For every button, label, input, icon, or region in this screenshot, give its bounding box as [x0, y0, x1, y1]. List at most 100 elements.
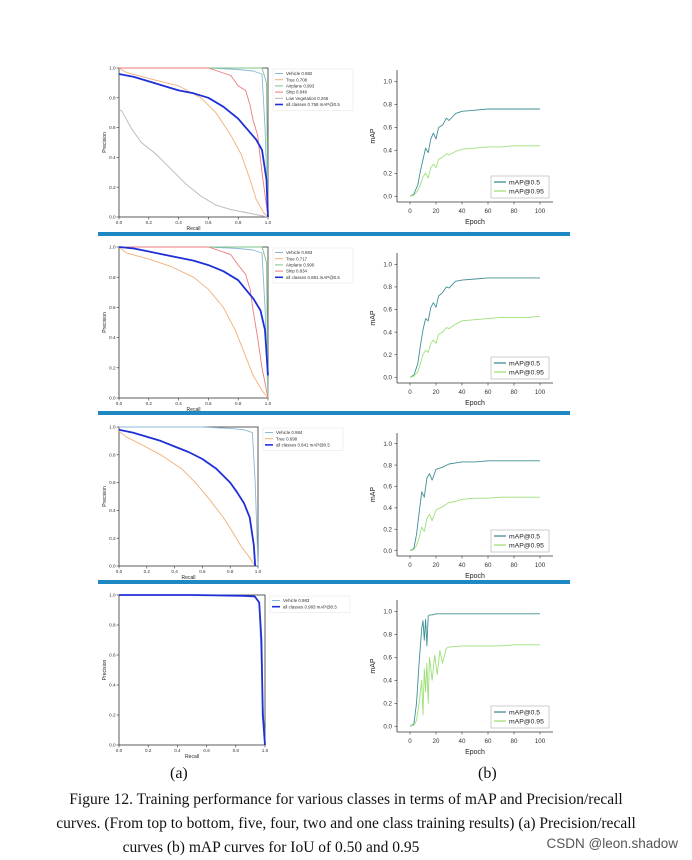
x-tick-label: 80 [511, 208, 518, 215]
x-tick-label: 0.8 [227, 569, 234, 574]
y-tick-label: 0.8 [109, 95, 116, 100]
caption-line-3: curves (b) mAP curves for IoU of 0.50 an… [122, 839, 420, 856]
y-tick-label: 1.0 [109, 425, 116, 430]
chart-map-one-class: 0 20 40 60 80 100 0.0 0.2 0.4 0.6 0.8 1.0 Epoch mAP mA… [370, 600, 553, 756]
x-tick-label: 0.0 [116, 220, 123, 225]
x-tick-label: 60 [485, 562, 492, 569]
x-tick-label: 20 [433, 562, 440, 569]
legend-label: all classes 0.983 mAP@0.5 [283, 604, 337, 609]
x-tick-label: 0.0 [116, 748, 123, 753]
y-tick-label: 0.4 [109, 155, 116, 160]
x-tick-label: 0 [408, 562, 412, 569]
y-tick-label: 0.0 [383, 193, 392, 200]
series-line-2 [118, 246, 269, 399]
y-tick-label: 0.2 [109, 365, 116, 370]
y-tick-label: 0.6 [383, 307, 392, 314]
y-tick-label: 0.6 [109, 653, 116, 658]
x-tick-label: 40 [459, 389, 466, 396]
x-tick-label: 40 [459, 562, 466, 569]
y-tick-label: 0.2 [383, 170, 392, 177]
y-tick-label: 0.2 [383, 700, 392, 707]
legend-label: mAP@0.95 [509, 370, 544, 377]
legend-label: all classes 0.758 mAP@0.5 [286, 102, 340, 107]
chart-pr-four-classes: 0.0 0.2 0.4 0.6 0.8 1.0 0.0 0.2 0.4 0.6 0.8 1.0 Reca… [102, 245, 354, 413]
x-tick-label: 20 [433, 738, 440, 745]
chart-map-five-classes: 0 20 40 60 80 100 0.0 0.2 0.4 0.6 0.8 1.0 Epoch mAP mA… [370, 70, 553, 226]
y-tick-label: 1.0 [383, 79, 392, 86]
x-tick-label: 20 [433, 208, 440, 215]
x-tick-label: 0.8 [235, 401, 242, 406]
legend-label: mAP@0.5 [509, 534, 540, 541]
legend-label: Ship 0.834 [286, 269, 308, 274]
y-tick-label: 0.8 [383, 632, 392, 639]
y-axis-label: mAP [370, 487, 377, 503]
x-tick-label: 0.8 [235, 220, 242, 225]
x-axis-label: Recall [187, 226, 201, 232]
y-tick-label: 0.2 [109, 185, 116, 190]
x-axis-label: Epoch [465, 749, 485, 756]
subfigure-label-a: (a) [170, 765, 188, 782]
y-tick-label: 0.0 [383, 375, 392, 382]
x-tick-label: 0.0 [116, 569, 123, 574]
legend-label: Airplane 0.990 [286, 263, 315, 268]
x-tick-label: 0 [408, 208, 412, 215]
y-tick-label: 0.0 [109, 743, 116, 748]
figure-caption: Figure 12. Training performance for vari… [0, 788, 692, 860]
series-line-1 [409, 277, 540, 378]
series-line-6 [118, 73, 269, 218]
y-tick-label: 1.0 [109, 66, 116, 71]
legend-label: Low Vegetation 0.265 [286, 96, 329, 101]
y-tick-label: 0.2 [383, 352, 392, 359]
y-axis-label: Precision [102, 660, 108, 681]
x-tick-label: 0.0 [116, 401, 123, 406]
y-tick-label: 0.6 [109, 305, 116, 310]
chart-map-two-classes: 0 20 40 60 80 100 0.0 0.2 0.4 0.6 0.8 1.0 Epoch mAP mA… [370, 433, 553, 580]
series-line-2 [409, 145, 540, 197]
chart-pr-one-class: 0.0 0.2 0.4 0.6 0.8 1.0 0.0 0.2 0.4 0.6 0.8 1.0 Reca… [102, 593, 351, 760]
plot-frame [118, 246, 269, 399]
y-axis-label: mAP [370, 310, 377, 326]
y-tick-label: 0.6 [383, 655, 392, 662]
x-tick-label: 80 [511, 389, 518, 396]
chart-pr-two-classes: 0.0 0.2 0.4 0.6 0.8 1.0 0.0 0.2 0.4 0.6 0.8 1.0 Reca… [102, 425, 344, 581]
series-line-3 [119, 246, 269, 399]
series-line-1 [409, 613, 540, 727]
series-line-1 [409, 108, 540, 197]
plot-frame [118, 426, 259, 567]
series-line-2 [118, 430, 256, 567]
x-tick-label: 0.6 [205, 220, 212, 225]
x-tick-label: 0.2 [146, 220, 153, 225]
legend-label: Vehicle 0.984 [276, 430, 303, 435]
y-tick-label: 0.4 [109, 335, 116, 340]
legend-label: Tree 0.698 [276, 436, 298, 441]
x-tick-label: 0.4 [175, 401, 182, 406]
legend-box [272, 247, 354, 284]
series-line-1 [119, 426, 259, 567]
series-line-1 [119, 594, 266, 746]
row-separator-2 [98, 411, 570, 415]
series-line-5 [118, 246, 269, 376]
legend-box [262, 427, 344, 451]
x-tick-label: 0.6 [203, 748, 210, 753]
y-tick-label: 1.0 [383, 261, 392, 268]
x-tick-label: 0.2 [146, 401, 153, 406]
y-tick-label: 0.4 [383, 148, 392, 155]
legend-label: Tree 0.717 [286, 256, 308, 261]
series-line-1 [409, 460, 540, 552]
y-tick-label: 0.4 [383, 678, 392, 685]
y-tick-label: 0.2 [109, 713, 116, 718]
y-tick-label: 0.4 [109, 683, 116, 688]
x-axis-label: Recall [185, 754, 199, 760]
x-tick-label: 0 [408, 389, 412, 396]
y-tick-label: 0.0 [383, 723, 392, 730]
legend-label: mAP@0.5 [509, 361, 540, 368]
x-axis-label: Epoch [465, 400, 485, 407]
series-line-2 [118, 67, 269, 218]
y-tick-label: 0.8 [383, 284, 392, 291]
x-tick-label: 80 [511, 562, 518, 569]
legend-label: mAP@0.95 [509, 189, 544, 196]
x-tick-label: 80 [511, 738, 518, 745]
legend-label: mAP@0.5 [509, 180, 540, 187]
y-tick-label: 0.4 [383, 329, 392, 336]
y-tick-label: 1.0 [383, 609, 392, 616]
